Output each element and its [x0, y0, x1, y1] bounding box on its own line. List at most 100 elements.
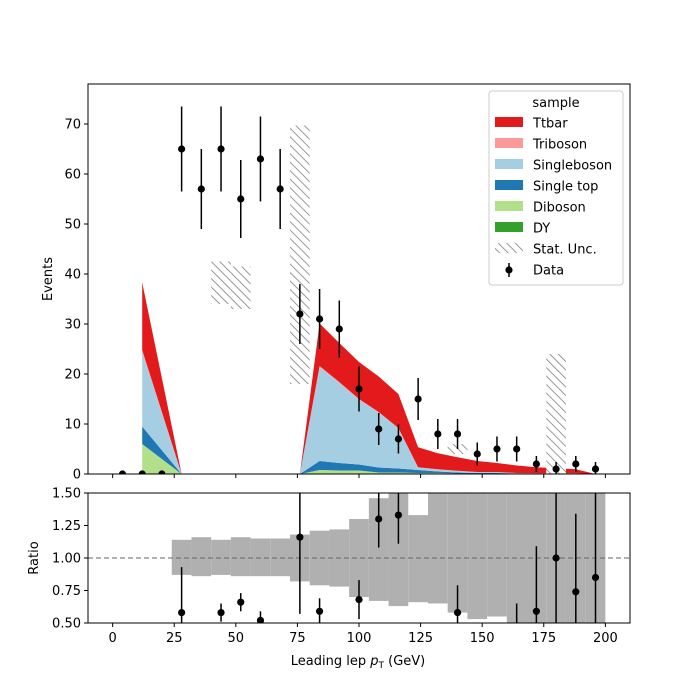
legend-entry-diboson: Diboson: [495, 201, 586, 216]
data-point: [118, 470, 127, 474]
data-point: [473, 442, 481, 466]
legend-title: sample: [532, 96, 579, 111]
main-panel: 0 10 20 30 40 50 60 70 Events: [41, 83, 631, 483]
main-plot-area: [118, 106, 600, 474]
y-tick-label: 0.75: [52, 584, 81, 599]
y-tick-label: 50: [64, 218, 81, 233]
data-points: [118, 106, 600, 474]
ratio-points: [178, 493, 600, 623]
data-point: [296, 284, 304, 344]
ratio-point: [453, 585, 462, 623]
ratio-point: [256, 611, 265, 623]
ratio-point: [375, 493, 383, 548]
x-axis-label: Leading lep pT (GeV): [291, 654, 425, 671]
ratio-y-axis: 0.50 0.75 1.00 1.25 1.50: [52, 487, 88, 632]
legend-entry-stat-unc: Stat. Unc.: [495, 243, 597, 258]
stat-unc-bin: [230, 266, 251, 309]
ratio-point: [237, 593, 245, 612]
stack-singleboson: [142, 351, 596, 474]
x-tick-label: 0: [108, 631, 116, 646]
data-point: [375, 413, 383, 445]
data-point: [138, 470, 146, 474]
ratio-band-bin: [211, 539, 231, 575]
ratio-band-bin: [408, 515, 428, 603]
ratio-point: [355, 580, 363, 620]
x-tick-label: 75: [289, 631, 306, 646]
ratio-point: [315, 598, 324, 623]
data-point: [256, 116, 265, 202]
y-tick-label: 1.00: [52, 552, 81, 567]
x-tick-label: 125: [408, 631, 433, 646]
legend-label: DY: [533, 222, 550, 237]
y-tick-label: 10: [64, 418, 81, 433]
ratio-band-bin: [191, 537, 212, 577]
ratio-band-bin: [250, 538, 271, 577]
legend-label: Stat. Unc.: [533, 243, 597, 258]
y-tick-label: 1.50: [52, 487, 81, 502]
x-tick-label: 100: [347, 631, 372, 646]
legend-entry-dy: DY: [495, 222, 550, 237]
x-tick-label: 50: [228, 631, 245, 646]
ratio-point: [552, 493, 560, 623]
ratio-band-bin: [467, 493, 488, 620]
y-tick-label: 1.25: [52, 519, 81, 534]
x-axis-label-main: Leading lep: [291, 654, 366, 669]
ratio-plot-area: [88, 493, 630, 623]
ratio-point: [217, 603, 225, 622]
x-axis-label-subscript: T: [377, 661, 384, 671]
data-point: [335, 300, 343, 358]
legend: sample Ttbar Triboson Singleboson Single to…: [488, 90, 624, 286]
legend-entry-singleboson: Singleboson: [495, 159, 612, 174]
stat-unc-bin: [211, 261, 231, 304]
legend-label: Single top: [533, 180, 598, 195]
ratio-band-bin: [388, 493, 409, 607]
y-tick-label: 70: [64, 118, 81, 133]
x-axis-label-unit: (GeV): [384, 654, 425, 669]
ratio-uncertainty-band: [171, 493, 606, 623]
ratio-panel: 0.50 0.75 1.00 1.25 1.50 0 25 50 75 100 125 150 175…: [27, 487, 631, 671]
x-tick-label: 25: [166, 631, 183, 646]
y-tick-label: 0.50: [52, 617, 81, 632]
legend-entry-triboson: Triboson: [495, 138, 587, 153]
stack-ttbar: [142, 282, 596, 474]
y-tick-label: 0: [73, 468, 81, 483]
data-point: [513, 436, 521, 462]
legend-label: Data: [533, 264, 564, 279]
data-point: [178, 106, 186, 192]
ratio-band-bin: [309, 530, 330, 586]
data-point: [355, 366, 363, 412]
y-tick-label: 30: [64, 318, 81, 333]
data-point: [572, 456, 580, 472]
x-tick-label: 150: [470, 631, 495, 646]
main-y-axis-label: Events: [41, 257, 56, 301]
legend-label: Ttbar: [532, 117, 568, 132]
data-point: [434, 419, 442, 449]
ratio-point: [572, 513, 580, 623]
ratio-band-bin: [349, 519, 369, 597]
legend-label: Singleboson: [533, 159, 612, 174]
ratio-y-axis-label: Ratio: [27, 541, 42, 574]
legend-label: Triboson: [532, 138, 587, 153]
ratio-band-bin: [171, 539, 192, 575]
y-tick-label: 60: [64, 168, 81, 183]
data-point: [315, 289, 324, 349]
ratio-band-bin: [230, 537, 251, 577]
data-point: [394, 424, 403, 454]
data-point: [217, 106, 225, 192]
data-point: [453, 419, 462, 449]
main-x-ticks: [112, 474, 606, 478]
ratio-band-bin: [487, 493, 507, 617]
ratio-band-bin: [447, 493, 468, 613]
ratio-point: [591, 493, 600, 623]
data-point: [532, 456, 540, 472]
legend-entry-ttbar: Ttbar: [495, 117, 568, 132]
ratio-point: [394, 493, 403, 544]
data-point: [493, 436, 501, 462]
legend-entries: Ttbar Triboson Singleboson Single top Diboso…: [495, 117, 612, 279]
data-point: [158, 470, 166, 474]
data-point: [237, 160, 245, 238]
data-point: [414, 378, 422, 420]
ratio-band-bin: [270, 538, 291, 577]
x-tick-label: 175: [531, 631, 556, 646]
